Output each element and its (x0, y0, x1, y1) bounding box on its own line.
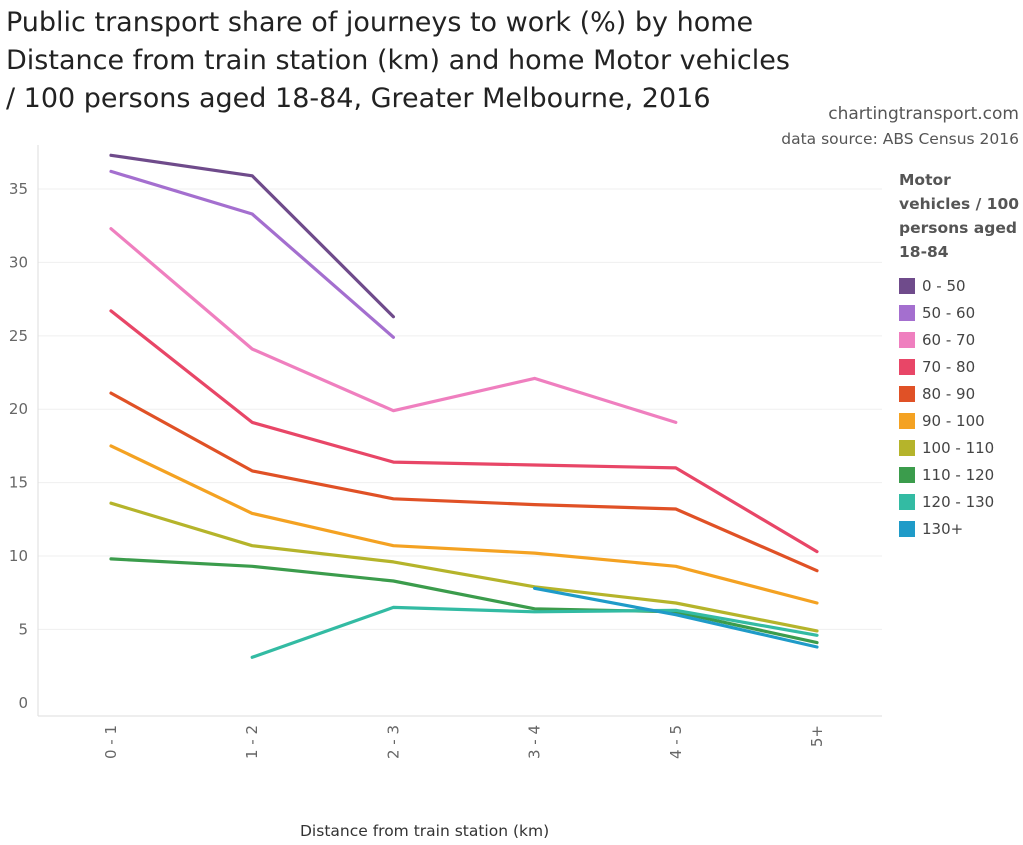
series-line-0-50[interactable] (109, 153, 395, 319)
x-tick-label: 4 - 5 (667, 725, 685, 759)
series-line-130plus[interactable] (533, 586, 819, 649)
legend-item[interactable]: 70 - 80 (899, 353, 1023, 380)
legend-swatch (899, 304, 915, 321)
series-line-110-120[interactable] (109, 557, 819, 645)
y-tick-label: 0 (18, 694, 28, 712)
legend-item[interactable]: 50 - 60 (899, 299, 1023, 326)
series-line-60-70[interactable] (109, 227, 678, 424)
legend-swatch (899, 493, 915, 510)
legend-label: 110 - 120 (922, 465, 995, 484)
legend-swatch (899, 277, 915, 294)
x-tick-label: 2 - 3 (384, 725, 402, 759)
legend-item[interactable]: 100 - 110 (899, 434, 1023, 461)
credit-site: chartingtransport.com (828, 104, 1019, 124)
legend-label: 130+ (922, 519, 964, 538)
legend-swatch (899, 358, 915, 375)
x-tick-label: 0 - 1 (102, 725, 120, 759)
series-line-70-80[interactable] (109, 309, 819, 554)
x-tick-label: 3 - 4 (526, 725, 544, 759)
y-tick-label: 30 (9, 253, 28, 271)
series-line-120-130[interactable] (250, 605, 819, 659)
legend-label: 50 - 60 (922, 303, 976, 322)
y-tick-label: 5 (18, 620, 28, 638)
legend-item[interactable]: 110 - 120 (899, 461, 1023, 488)
legend-label: 0 - 50 (922, 276, 966, 295)
credit-source: data source: ABS Census 2016 (781, 130, 1019, 148)
legend-item[interactable]: 60 - 70 (899, 326, 1023, 353)
legend-item[interactable]: 0 - 50 (899, 272, 1023, 299)
series-line-100-110[interactable] (109, 501, 819, 633)
legend-item[interactable]: 130+ (899, 515, 1023, 542)
legend-swatch (899, 439, 915, 456)
legend-title: Motor vehicles / 100 persons aged 18-84 (899, 171, 1020, 261)
series-line-50-60[interactable] (109, 169, 395, 339)
legend-label: 90 - 100 (922, 411, 985, 430)
legend-swatch (899, 385, 915, 402)
legend-item[interactable]: 90 - 100 (899, 407, 1023, 434)
x-tick-label: 1 - 2 (243, 725, 261, 759)
legend-label: 100 - 110 (922, 438, 995, 457)
y-tick-label: 20 (9, 400, 28, 418)
legend-item[interactable]: 80 - 90 (899, 380, 1023, 407)
x-axis: 0 - 1 1 - 2 2 - 3 3 - 4 4 - 5 5+ (38, 715, 882, 759)
x-axis-label: Distance from train station (km) (300, 822, 550, 840)
series-lines (109, 153, 819, 659)
series-line-80-90[interactable] (109, 391, 819, 573)
legend-swatch (899, 520, 915, 537)
y-axis: 0 5 10 15 20 25 30 35 (9, 145, 39, 716)
y-tick-label: 15 (9, 474, 28, 492)
gridlines (38, 188, 882, 630)
legend-item[interactable]: 120 - 130 (899, 488, 1023, 515)
y-tick-label: 10 (9, 547, 28, 565)
legend-label: 120 - 130 (922, 492, 995, 511)
y-tick-label: 25 (9, 327, 28, 345)
legend-swatch (899, 331, 915, 348)
x-tick-label: 5+ (808, 725, 826, 747)
legend-label: 80 - 90 (922, 384, 976, 403)
series-line-90-100[interactable] (109, 444, 819, 605)
legend-label: 70 - 80 (922, 357, 976, 376)
y-tick-label: 35 (9, 180, 28, 198)
legend: Motor vehicles / 100 persons aged 18-84 … (899, 168, 1023, 542)
legend-swatch (899, 466, 915, 483)
legend-label: 60 - 70 (922, 330, 976, 349)
legend-swatch (899, 412, 915, 429)
chart-title: Public transport share of journeys to wo… (6, 7, 790, 114)
